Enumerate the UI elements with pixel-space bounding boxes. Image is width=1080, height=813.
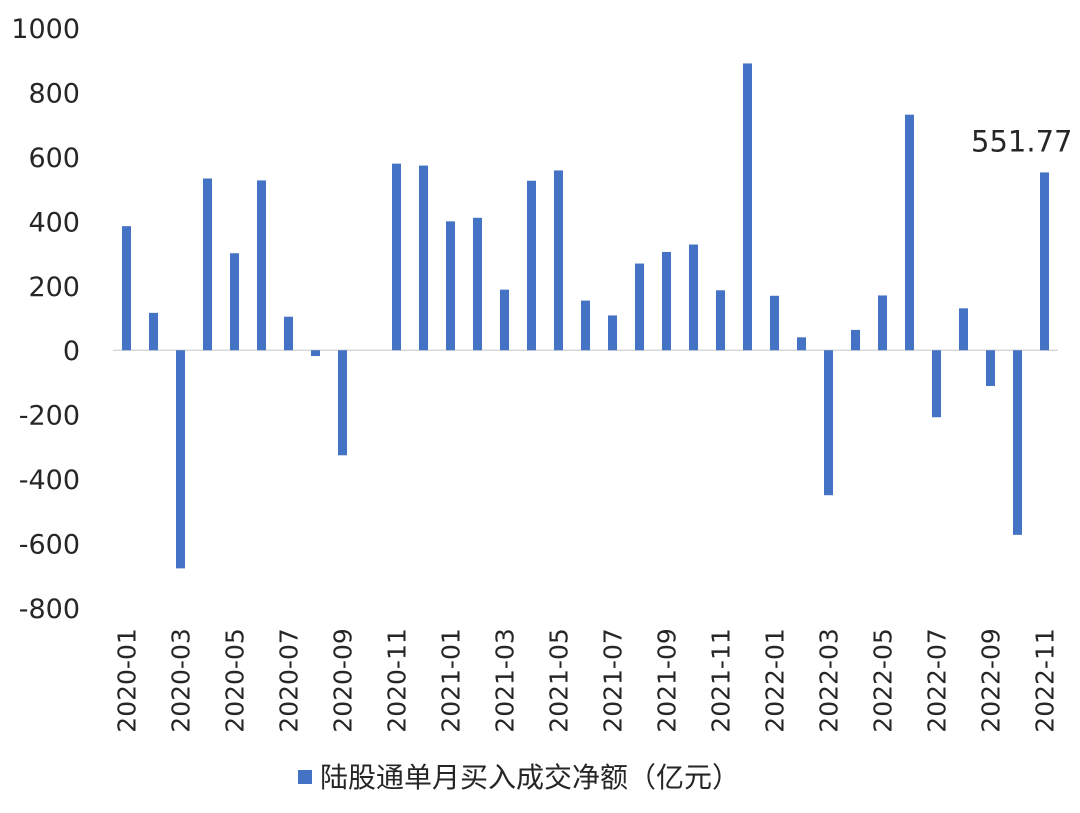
bar-2021-08 [635, 263, 644, 351]
legend-swatch [298, 770, 312, 784]
y-tick-label: 0 [63, 336, 80, 367]
bar-2022-10 [1013, 350, 1022, 535]
bar-2020-12 [419, 165, 428, 351]
x-tick-label: 2020-11 [383, 628, 412, 732]
y-axis: 1000 800 600 400 200 0 -200 -400 -600 -800 [11, 14, 80, 625]
bar-2021-04 [527, 180, 536, 351]
bar-2022-04 [851, 329, 860, 351]
x-tick-label: 2021-07 [599, 628, 628, 732]
bar-2021-05 [554, 170, 563, 351]
y-tick-label: 1000 [11, 14, 80, 45]
bar-2022-07 [932, 350, 941, 418]
y-tick-label: -400 [19, 465, 80, 496]
x-tick-label: 2021-05 [545, 628, 574, 732]
x-tick-label: 2021-03 [491, 628, 520, 732]
y-tick-label: 800 [28, 78, 80, 109]
x-tick-label: 2022-03 [815, 628, 844, 732]
bar-2020-06 [257, 180, 266, 351]
bar-2022-05 [878, 295, 887, 351]
x-tick-label: 2021-11 [707, 628, 736, 732]
x-tick-label: 2022-09 [977, 628, 1006, 732]
x-tick-label: 2021-01 [437, 628, 466, 732]
bar-2021-09 [662, 251, 671, 351]
y-tick-label: 600 [28, 143, 80, 174]
bar-2021-07 [608, 315, 617, 351]
bar-2020-08 [311, 350, 320, 357]
bar-2020-03 [176, 350, 185, 569]
bar-2021-11 [716, 290, 725, 351]
bar-2020-02 [149, 312, 158, 351]
x-tick-label: 2020-09 [329, 628, 358, 732]
legend: 陆股通单月买入成交净额（亿元） [298, 761, 740, 794]
x-tick-label: 2020-01 [113, 628, 142, 732]
x-tick-label: 2022-01 [761, 628, 790, 732]
bar-2020-07 [284, 316, 293, 351]
bar-2021-03 [500, 289, 509, 351]
x-tick-label: 2022-05 [869, 628, 898, 732]
x-tick-labels: 2020-01 2020-03 2020-05 2020-07 2020-09 2020-… [113, 628, 1060, 732]
y-tick-label: -800 [19, 594, 80, 625]
bar-2021-01 [446, 221, 455, 351]
bar-2022-02 [797, 337, 806, 351]
bar-series [122, 63, 1049, 569]
y-tick-label: 400 [28, 207, 80, 238]
x-tick-label: 2020-05 [221, 628, 250, 732]
bar-2022-03 [824, 350, 833, 496]
data-labels: 551.77 [971, 124, 1072, 158]
legend-label: 陆股通单月买入成交净额（亿元） [320, 761, 740, 794]
bar-2020-09 [338, 350, 347, 456]
y-tick-label: -200 [19, 401, 80, 432]
bar-2021-12 [743, 63, 752, 351]
bar-2020-04 [203, 178, 212, 351]
bar-2022-08 [959, 308, 968, 351]
bar-2020-11 [392, 163, 401, 351]
x-tick-label: 2022-07 [923, 628, 952, 732]
bar-2021-02 [473, 217, 482, 351]
x-tick-label: 2020-03 [167, 628, 196, 732]
bar-2021-06 [581, 300, 590, 351]
bar-2022-01 [770, 295, 779, 351]
x-tick-label: 2021-09 [653, 628, 682, 732]
bar-2021-10 [689, 244, 698, 351]
bar-2022-06 [905, 114, 914, 351]
y-tick-label: 200 [28, 272, 80, 303]
x-tick-label: 2022-11 [1031, 628, 1060, 732]
y-tick-label: -600 [19, 530, 80, 561]
bar-2020-01 [122, 226, 131, 351]
data-label-2022-11: 551.77 [971, 124, 1072, 158]
x-tick-label: 2020-07 [275, 628, 304, 732]
bar-2020-05 [230, 253, 239, 351]
bar-2022-11 [1040, 172, 1049, 351]
bar-2022-09 [986, 350, 995, 386]
